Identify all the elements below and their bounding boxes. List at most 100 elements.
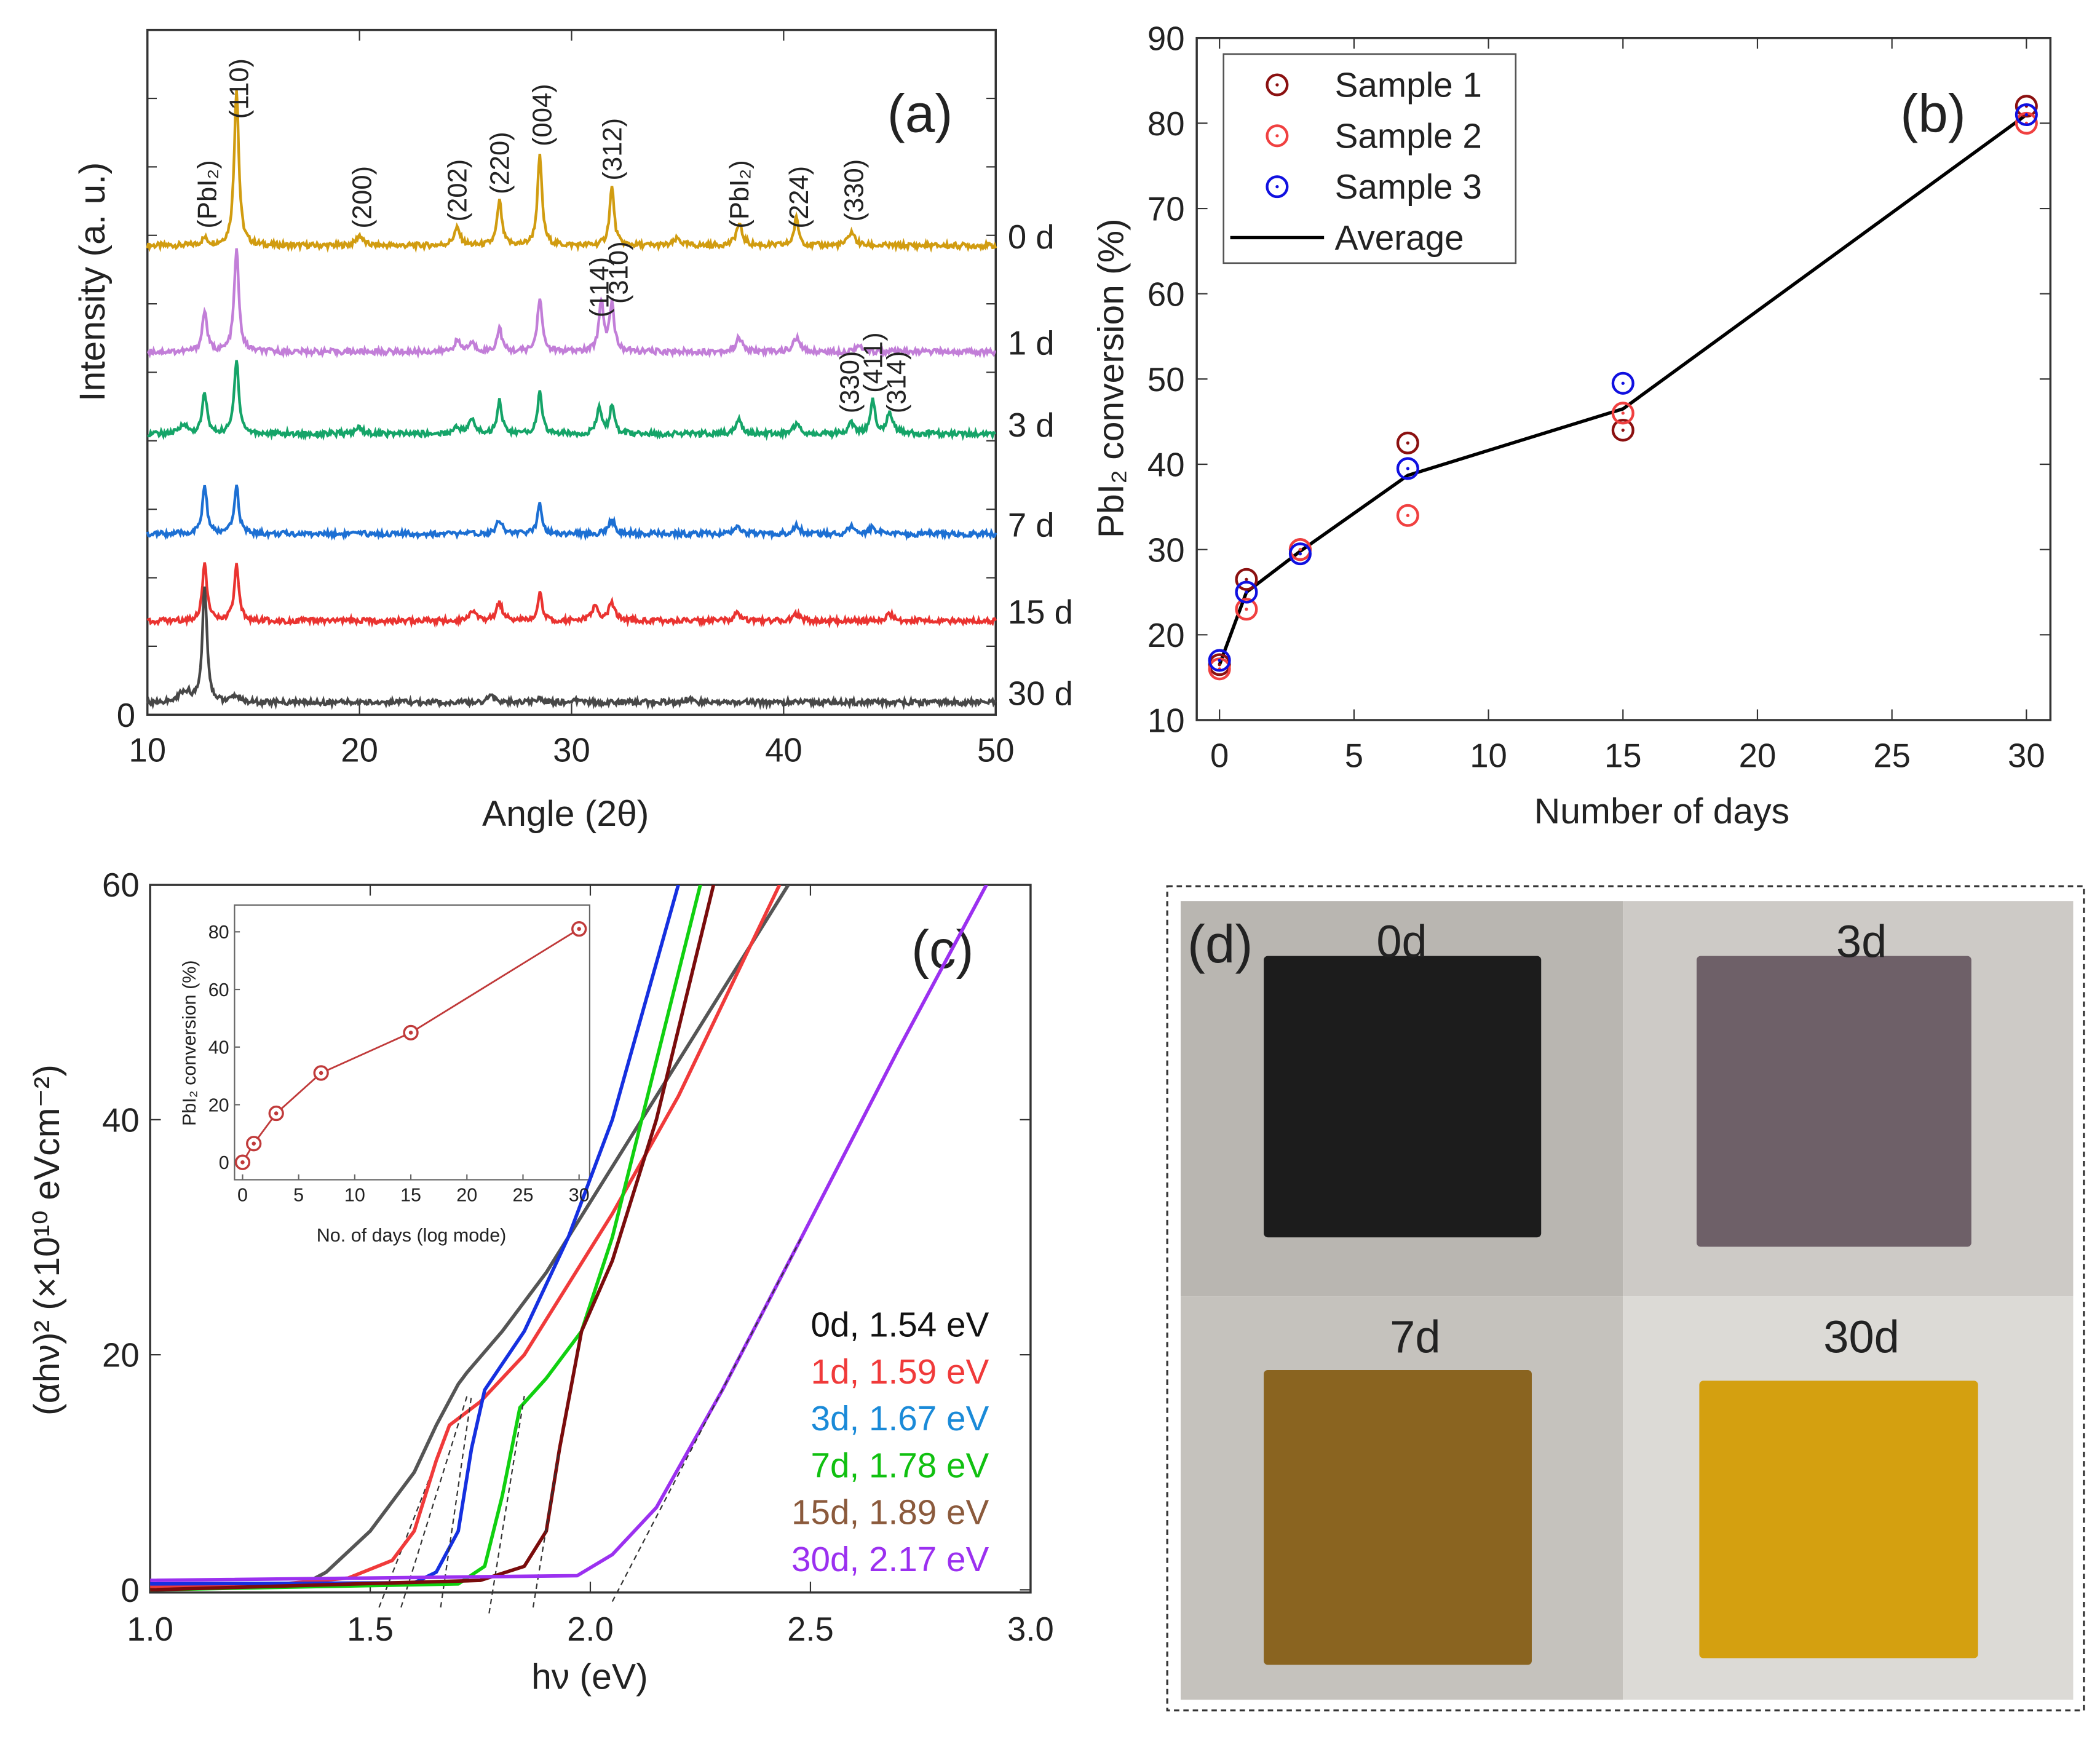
y-tick-label: 80 <box>1147 105 1185 143</box>
x-tick-label: 40 <box>765 732 802 769</box>
y-tick-label: 20 <box>1147 617 1185 654</box>
panel-label-b: (b) <box>1900 84 1966 143</box>
x-tick-label: 1.5 <box>347 1610 394 1648</box>
inset-point-center <box>408 1031 413 1035</box>
x-tick-label: 1.0 <box>127 1610 173 1648</box>
y-tick-label: 50 <box>1147 361 1185 398</box>
legend-marker-center <box>1275 185 1279 189</box>
inset-x-tick-label: 0 <box>237 1184 248 1205</box>
legend-label: Sample 3 <box>1335 168 1482 207</box>
y-tick-label: 40 <box>1147 446 1185 484</box>
tangent-line <box>440 1395 472 1608</box>
panel-b-conversion: (b) Number of days PbI₂ conversion (%) 0… <box>1091 20 2052 831</box>
sample-film-7d <box>1264 1369 1532 1665</box>
xrd-trace <box>147 360 996 442</box>
trace-label: 30 d <box>1008 675 1073 713</box>
trace-label: 3 d <box>1008 406 1055 444</box>
y-tick-label: 0 <box>117 697 135 734</box>
data-point-sample-3 <box>1208 649 1231 672</box>
legend-label: 15d, 1.89 eV <box>791 1494 989 1532</box>
x-axis-label-a: Angle (2θ) <box>482 794 649 834</box>
legend-b <box>1222 53 1517 264</box>
panel-label-d: (d) <box>1187 914 1253 974</box>
inset-x-tick-label: 15 <box>400 1184 421 1205</box>
tangent-line <box>532 1448 560 1608</box>
y-tick-label: 0 <box>121 1572 139 1609</box>
inset-x-tick-label: 30 <box>569 1184 590 1205</box>
peak-annotation: (310) <box>604 241 634 304</box>
x-tick-label: 20 <box>1739 737 1777 774</box>
panel-label-a: (a) <box>887 84 953 143</box>
y-axis-label-c: (αhν)² (×10¹⁰ eVcm⁻²) <box>27 1064 67 1416</box>
legend-marker-center <box>1275 134 1279 138</box>
x-tick-label: 5 <box>1345 737 1363 774</box>
x-tick-label: 10 <box>129 732 166 769</box>
data-point-center <box>1245 577 1248 581</box>
inset-y-tick-label: 80 <box>208 922 229 943</box>
sample-film-0d <box>1264 956 1542 1238</box>
inset-x-tick-label: 10 <box>344 1184 365 1205</box>
xrd-trace <box>146 90 997 253</box>
xrd-trace <box>147 248 996 359</box>
data-point-center <box>1245 590 1248 594</box>
inset-y-tick-label: 0 <box>219 1152 229 1173</box>
data-point-sample-2 <box>1396 504 1419 527</box>
inset-y-tick-label: 20 <box>208 1095 229 1115</box>
x-axis-label-c: hν (eV) <box>531 1657 648 1697</box>
inset-point-center <box>577 927 581 931</box>
x-tick-label: 30 <box>553 732 590 769</box>
data-point-sample-2 <box>1235 598 1258 621</box>
inset-frame <box>234 904 590 1181</box>
peak-annotation: (004) <box>528 84 557 146</box>
y-tick-label: 30 <box>1147 531 1185 569</box>
data-point-center <box>1298 548 1302 552</box>
legend-label: 30d, 2.17 eV <box>791 1540 989 1579</box>
peak-annotation: (PbI₂) <box>725 160 755 228</box>
xrd-trace <box>146 562 997 628</box>
inset-x-label: No. of days (log mode) <box>317 1225 507 1246</box>
data-point-center <box>1621 411 1625 415</box>
inset-y-tick-label: 40 <box>208 1037 229 1058</box>
photo-frame <box>1166 885 2085 1712</box>
data-point-sample-3 <box>2015 103 2038 127</box>
peak-annotation: (110) <box>224 58 254 119</box>
legend-label: Sample 2 <box>1335 117 1482 156</box>
y-tick-label: 90 <box>1147 20 1185 57</box>
y-axis-label-b: PbI₂ conversion (%) <box>1091 218 1131 538</box>
trace-label: 7 d <box>1008 507 1055 544</box>
inset-point-center <box>252 1141 256 1146</box>
trace-label: 0 d <box>1008 218 1055 256</box>
peak-annotation: (224) <box>785 166 814 229</box>
x-tick-label: 3.0 <box>1007 1610 1054 1648</box>
x-tick-label: 50 <box>977 732 1015 769</box>
peak-annotation: (312) <box>598 118 627 181</box>
peak-annotation: (330) <box>839 159 869 222</box>
data-point-sample-1 <box>1235 568 1258 591</box>
legend-marker <box>1266 73 1289 97</box>
x-tick-label: 2.5 <box>787 1610 834 1648</box>
legend-marker-center <box>1275 83 1279 87</box>
peak-annotation: (314) <box>882 351 911 414</box>
sample-film-3d <box>1697 956 1971 1247</box>
legend-label: 1d, 1.59 eV <box>811 1353 989 1392</box>
data-point-center <box>1298 552 1302 556</box>
panel-c-tauc: (c) hν (eV) (αhν)² (×10¹⁰ eVcm⁻²) No. of… <box>27 866 1054 1697</box>
data-point-center <box>1218 659 1221 662</box>
y-tick-label: 20 <box>102 1337 140 1374</box>
peak-annotation: (114) <box>585 257 615 317</box>
trace-label: 1 d <box>1008 324 1055 362</box>
legend-label: 0d, 1.54 eV <box>811 1305 989 1344</box>
legend-marker <box>1266 175 1289 199</box>
tangent-line <box>488 1395 525 1614</box>
data-point-center <box>1406 467 1409 470</box>
inset-point-center <box>240 1160 245 1165</box>
legend-label: 7d, 1.78 eV <box>811 1446 989 1485</box>
x-tick-label: 0 <box>1210 737 1229 774</box>
data-point-sample-2 <box>1611 402 1634 425</box>
inset-x-tick-label: 5 <box>293 1184 304 1205</box>
tauc-curve <box>150 885 790 1586</box>
data-point-center <box>2024 113 2028 117</box>
data-point-sample-3 <box>1235 580 1258 604</box>
y-tick-label: 10 <box>1147 702 1185 740</box>
data-point-sample-3 <box>1611 371 1634 395</box>
